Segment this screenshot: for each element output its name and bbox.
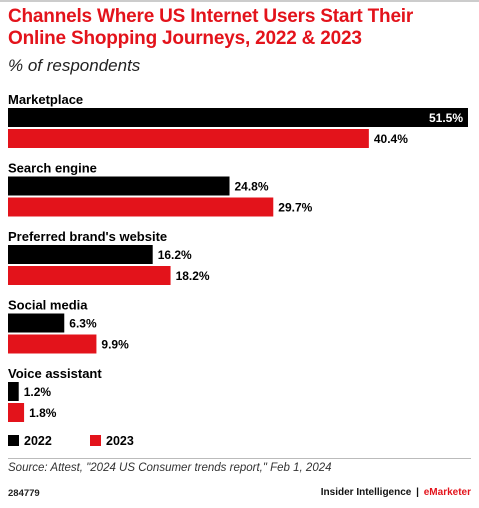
chart-title: Channels Where US Internet Users Start T…: [8, 6, 414, 49]
category-label-voice-assistant: Voice assistant: [8, 366, 102, 381]
chart-id: 284779: [8, 488, 40, 499]
bar-2022-preferred-brand-s-website: [8, 245, 153, 264]
legend-label-2023: 2023: [106, 434, 134, 448]
footer-brand: Insider Intelligence | eMarketer: [321, 487, 471, 498]
bar-2023-marketplace: [8, 129, 369, 148]
bar-2023-preferred-brand-s-website: [8, 266, 171, 285]
top-rule: [0, 0, 479, 2]
data-label-2022-search-engine: 24.8%: [235, 180, 269, 194]
bar-2023-search-engine: [8, 197, 274, 217]
data-label-2022-marketplace: 51.5%: [429, 111, 463, 125]
bar-chart: Marketplace 51.5% 40.4% Search engine 24.8% 2…: [8, 92, 468, 448]
category-label-preferred-brand-s-website: Preferred brand's website: [8, 229, 167, 244]
source-divider: [8, 458, 471, 459]
bar-2023-social-media: [8, 334, 97, 354]
legend-label-2022: 2022: [24, 434, 52, 448]
brand-separator: |: [416, 487, 419, 498]
category-label-search-engine: Search engine: [8, 161, 97, 176]
data-label-2023-preferred-brand-s-website: 18.2%: [176, 269, 210, 283]
bar-2022-marketplace: [8, 108, 468, 127]
legend-swatch-2022: [8, 435, 19, 446]
chart-subtitle: % of respondents: [8, 56, 141, 75]
source-note: Source: Attest, "2024 US Consumer trends…: [8, 462, 332, 474]
category-label-marketplace: Marketplace: [8, 92, 83, 107]
brand-emarketer: eMarketer: [423, 487, 471, 498]
bar-2022-social-media: [8, 313, 65, 333]
category-label-social-media: Social media: [8, 298, 88, 313]
data-label-2023-marketplace: 40.4%: [374, 132, 408, 146]
data-label-2023-voice-assistant: 1.8%: [29, 406, 57, 420]
data-label-2023-search-engine: 29.7%: [278, 201, 312, 215]
legend-swatch-2023: [90, 435, 101, 446]
brand-insider-intelligence: Insider Intelligence: [320, 487, 412, 498]
data-label-2022-voice-assistant: 1.2%: [24, 385, 52, 399]
data-label-2023-social-media: 9.9%: [101, 338, 129, 352]
bar-2023-voice-assistant: [8, 403, 25, 422]
data-label-2022-preferred-brand-s-website: 16.2%: [158, 248, 192, 262]
bar-2022-search-engine: [8, 176, 230, 196]
bar-2022-voice-assistant: [8, 382, 19, 401]
data-label-2022-social-media: 6.3%: [69, 317, 97, 331]
